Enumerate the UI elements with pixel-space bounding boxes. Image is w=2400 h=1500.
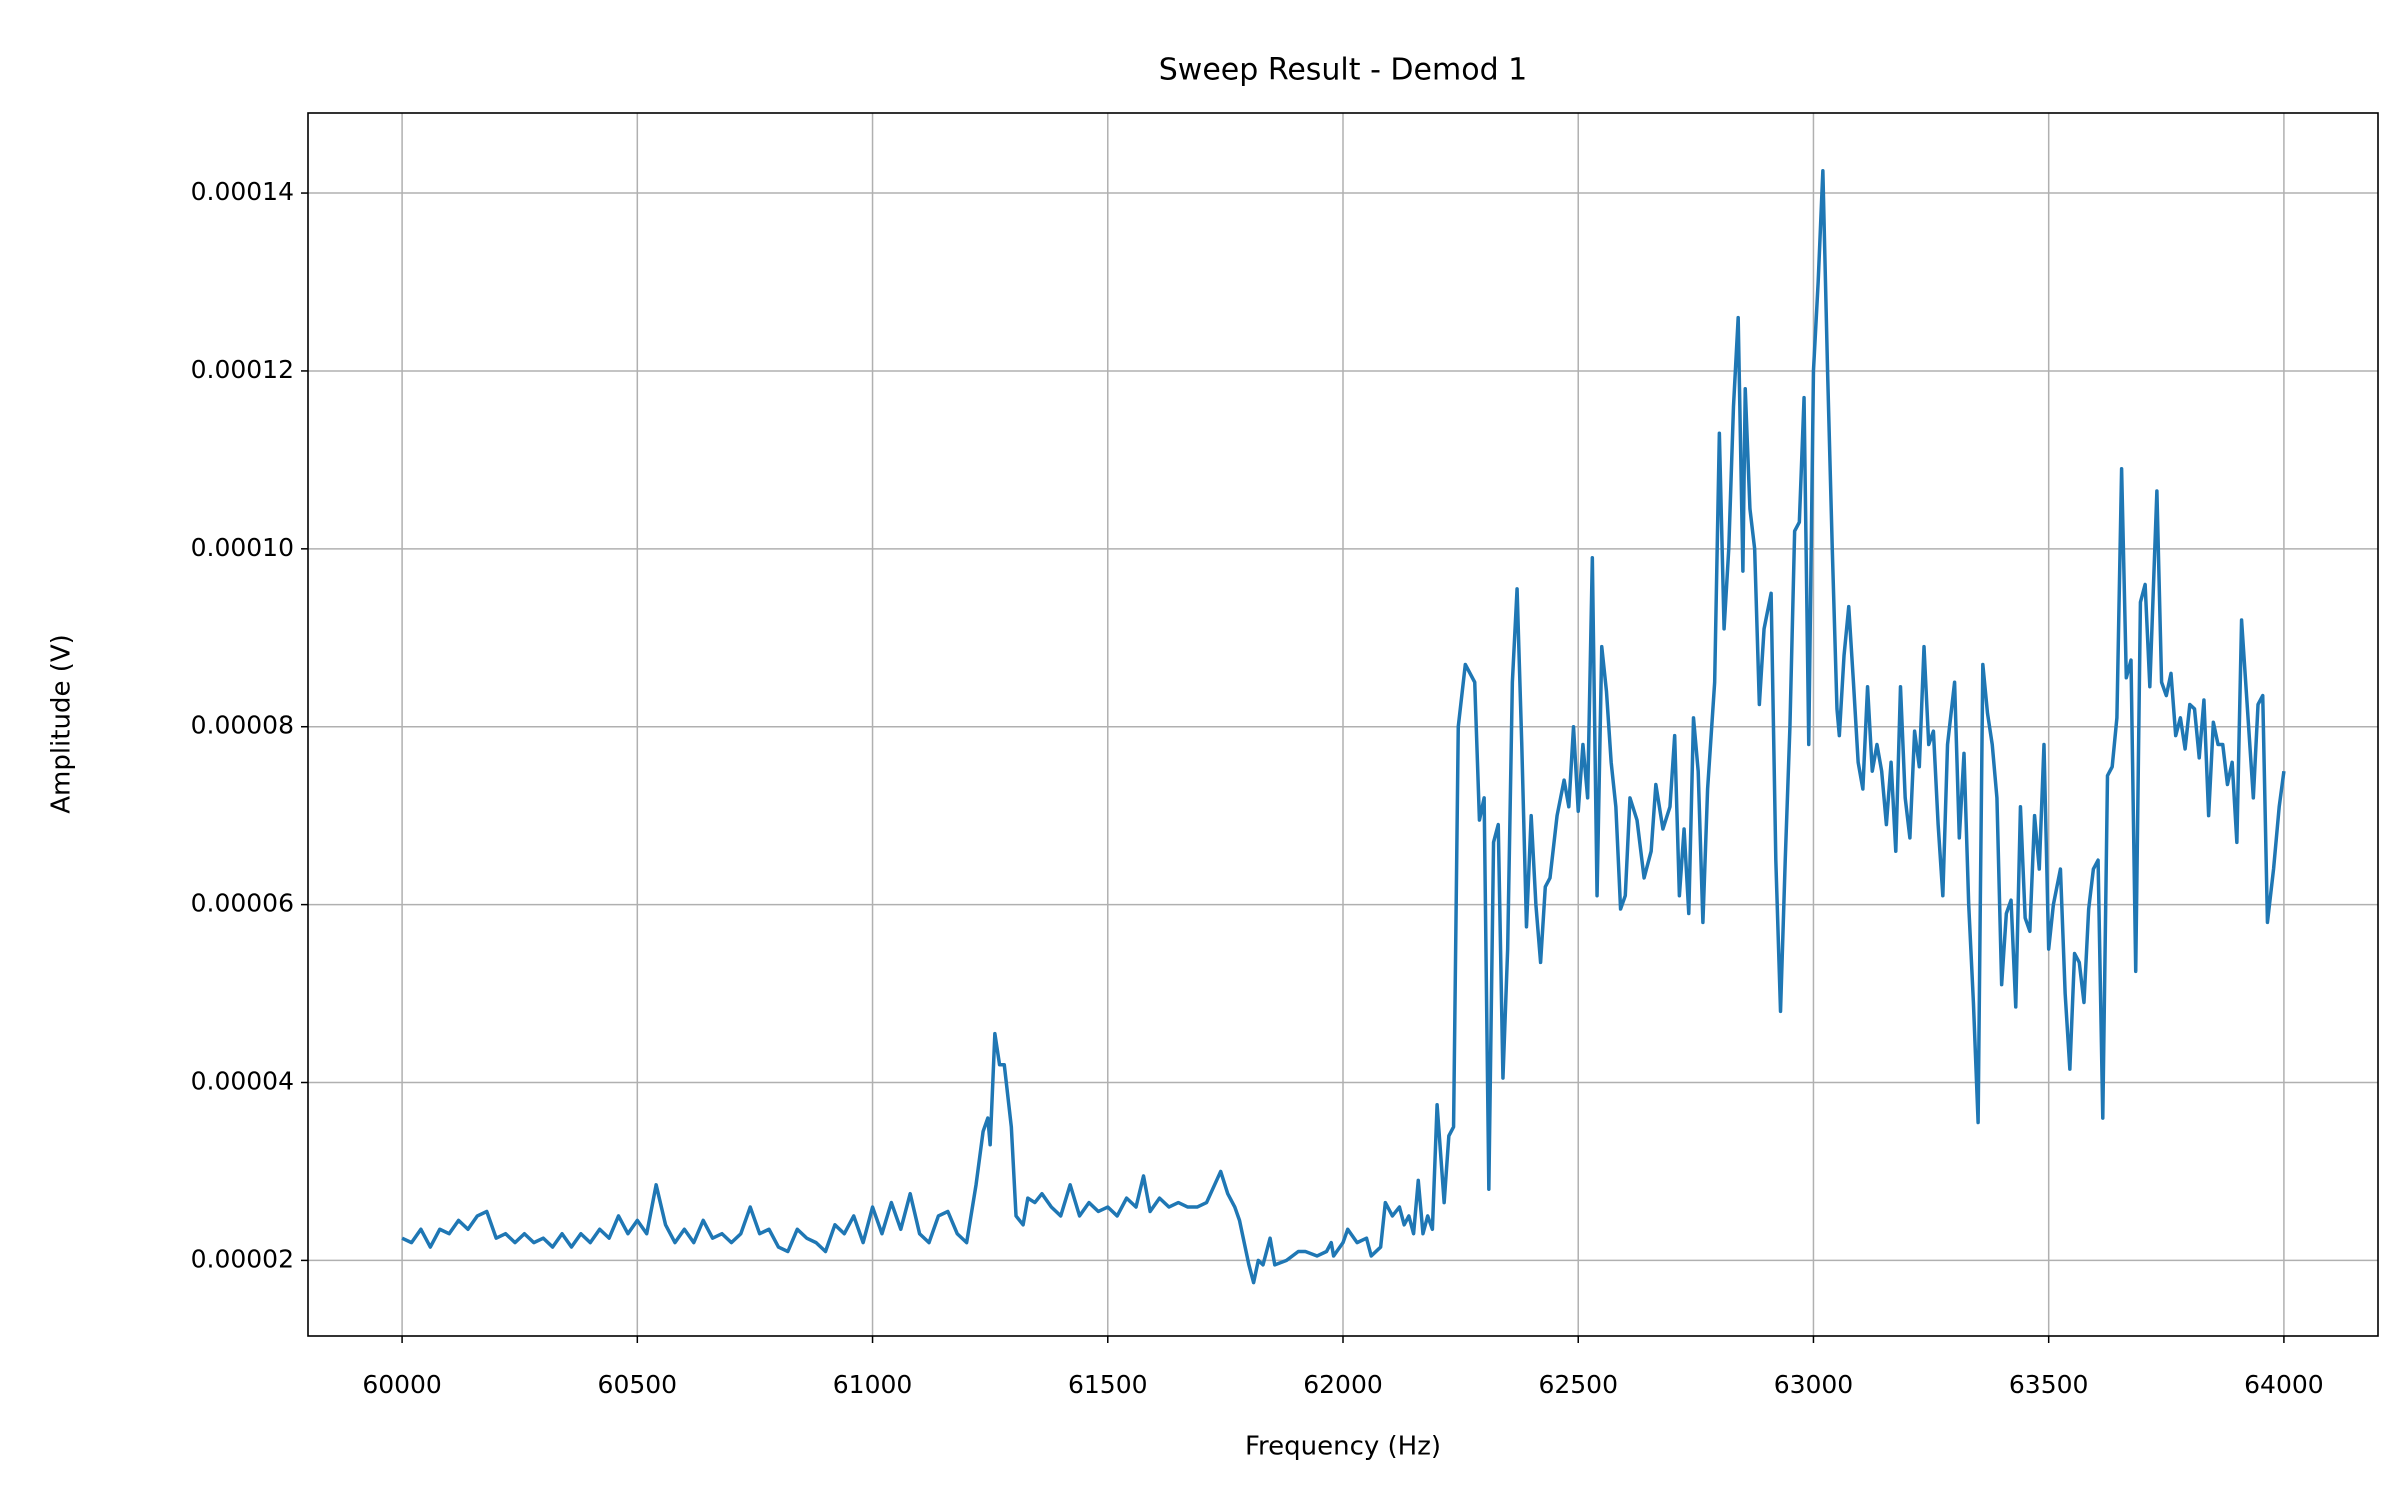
x-tick-label: 62500 xyxy=(1538,1370,1618,1399)
y-tick-label: 0.00006 xyxy=(191,889,294,918)
plot-frame xyxy=(307,112,2379,1337)
y-tick-label: 0.00012 xyxy=(191,355,294,384)
chart-title: Sweep Result - Demod 1 xyxy=(1159,53,1527,88)
y-tick-label: 0.00004 xyxy=(191,1067,294,1096)
x-tick-label: 63000 xyxy=(1774,1370,1854,1399)
series-line xyxy=(401,169,2286,1285)
x-tick-label: 61000 xyxy=(833,1370,913,1399)
x-axis-label: Frequency (Hz) xyxy=(1245,1432,1441,1462)
y-tick-label: 0.00014 xyxy=(191,177,294,206)
x-tick-label: 62000 xyxy=(1303,1370,1383,1399)
x-tick-label: 60000 xyxy=(362,1370,442,1399)
x-tick-label: 63500 xyxy=(2009,1370,2089,1399)
y-tick-label: 0.00008 xyxy=(191,711,294,740)
y-tick-label: 0.00010 xyxy=(191,533,294,562)
y-tick-label: 0.00002 xyxy=(191,1244,294,1273)
y-axis-label: Amplitude (V) xyxy=(47,634,77,814)
x-tick-label: 60500 xyxy=(598,1370,678,1399)
x-tick-label: 61500 xyxy=(1068,1370,1148,1399)
x-tick-label: 64000 xyxy=(2244,1370,2324,1399)
